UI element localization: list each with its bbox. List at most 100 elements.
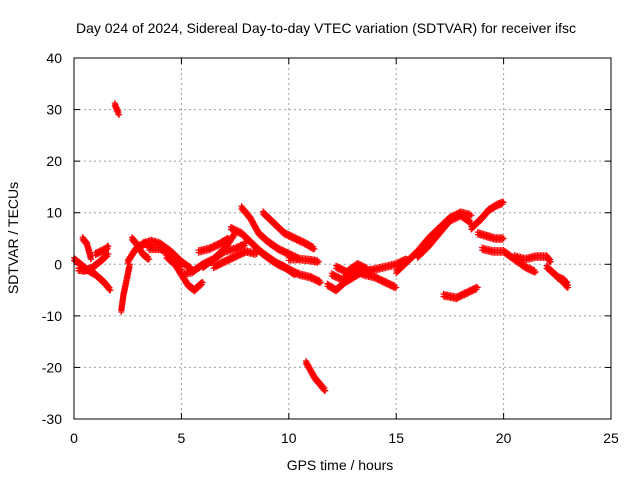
data-point — [236, 245, 243, 252]
data-point — [454, 295, 461, 302]
y-tick-label: 20 — [46, 153, 62, 169]
plot-frame — [73, 57, 612, 420]
data-point — [92, 252, 99, 259]
x-tick-label: 25 — [603, 430, 619, 446]
data-point — [470, 287, 477, 294]
data-point — [363, 267, 370, 274]
data-point — [100, 248, 107, 255]
data-point — [458, 293, 465, 300]
data-point — [234, 253, 241, 260]
data-point — [210, 265, 217, 272]
data-point — [449, 217, 456, 224]
y-tick-label: 40 — [46, 50, 62, 66]
y-axis-title: SDTVAR / TECUs — [5, 182, 21, 294]
data-point — [318, 279, 325, 286]
data-point — [460, 292, 467, 299]
data-point — [237, 252, 244, 259]
y-tick-label: 10 — [46, 205, 62, 221]
data-point — [446, 218, 453, 225]
data-point — [222, 259, 229, 266]
data-point — [393, 262, 400, 269]
x-axis-title: GPS time / hours — [287, 457, 394, 473]
data-point — [213, 243, 220, 250]
data-point — [547, 258, 554, 265]
data-point — [210, 245, 217, 252]
data-point — [238, 243, 245, 250]
data-point — [234, 245, 241, 252]
x-tick-label: 10 — [281, 430, 297, 446]
y-tick-label: -30 — [42, 411, 62, 427]
data-point — [97, 249, 104, 256]
y-tick-label: -10 — [42, 308, 62, 324]
data-point — [500, 235, 507, 242]
data-point — [95, 250, 102, 257]
tick-labels: 0 5 10 15 20 25 -30 -20 -10 0 10 20 30 40 — [42, 50, 619, 446]
data-point — [226, 257, 233, 264]
data-point — [365, 266, 372, 273]
data-point — [391, 285, 398, 292]
y-tick-label: -20 — [42, 359, 62, 375]
data-point — [468, 289, 475, 296]
data-point — [453, 215, 460, 222]
data-point — [531, 269, 538, 276]
y-tick-label: 30 — [46, 102, 62, 118]
data-point — [469, 288, 476, 295]
data-point — [220, 260, 227, 267]
data-point — [465, 290, 472, 297]
data-point — [565, 281, 572, 288]
chart-title: Day 024 of 2024, Sidereal Day-to-day VTE… — [76, 20, 576, 36]
data-point — [230, 234, 237, 241]
data-point — [315, 258, 322, 265]
data-point — [311, 245, 318, 252]
data-point — [456, 294, 463, 301]
data-point — [217, 261, 224, 268]
data-point — [448, 218, 455, 225]
data-point — [215, 262, 222, 269]
x-tick-label: 20 — [496, 430, 512, 446]
data-point — [116, 111, 123, 118]
data-point — [462, 291, 469, 298]
data-point — [224, 258, 231, 265]
data-point — [103, 254, 110, 261]
data-point — [232, 254, 239, 261]
data-point — [466, 289, 473, 296]
data-point — [532, 269, 539, 276]
data-point — [221, 260, 228, 267]
data-point — [230, 255, 237, 262]
data-point — [105, 250, 112, 257]
data-point — [207, 246, 214, 253]
data-point — [213, 263, 220, 270]
data-point — [464, 290, 471, 297]
data-point — [199, 279, 206, 286]
data-point — [236, 252, 243, 259]
data-point — [211, 244, 218, 251]
data-point — [225, 258, 232, 265]
data-point — [453, 296, 460, 303]
x-tick-label: 5 — [178, 430, 186, 446]
data-point — [146, 256, 153, 263]
data-point — [220, 250, 227, 257]
data-point — [229, 256, 236, 263]
data-point — [99, 249, 106, 256]
data-point — [96, 250, 103, 257]
x-tick-label: 0 — [70, 430, 78, 446]
data-point — [393, 284, 400, 291]
data-point — [240, 250, 247, 257]
data-point — [209, 245, 216, 252]
data-point — [228, 256, 235, 263]
data-point — [93, 251, 100, 258]
data-point — [233, 246, 240, 253]
data-point — [103, 246, 110, 253]
data-point — [88, 256, 95, 263]
data-point — [206, 247, 213, 254]
data-point — [474, 284, 481, 291]
data-point — [316, 279, 323, 286]
data-point — [238, 251, 245, 258]
data-point — [225, 235, 232, 242]
data-point — [452, 216, 459, 223]
data-point — [218, 261, 225, 268]
data-point — [232, 247, 239, 254]
data-points — [71, 100, 572, 394]
x-tick-label: 15 — [388, 430, 404, 446]
